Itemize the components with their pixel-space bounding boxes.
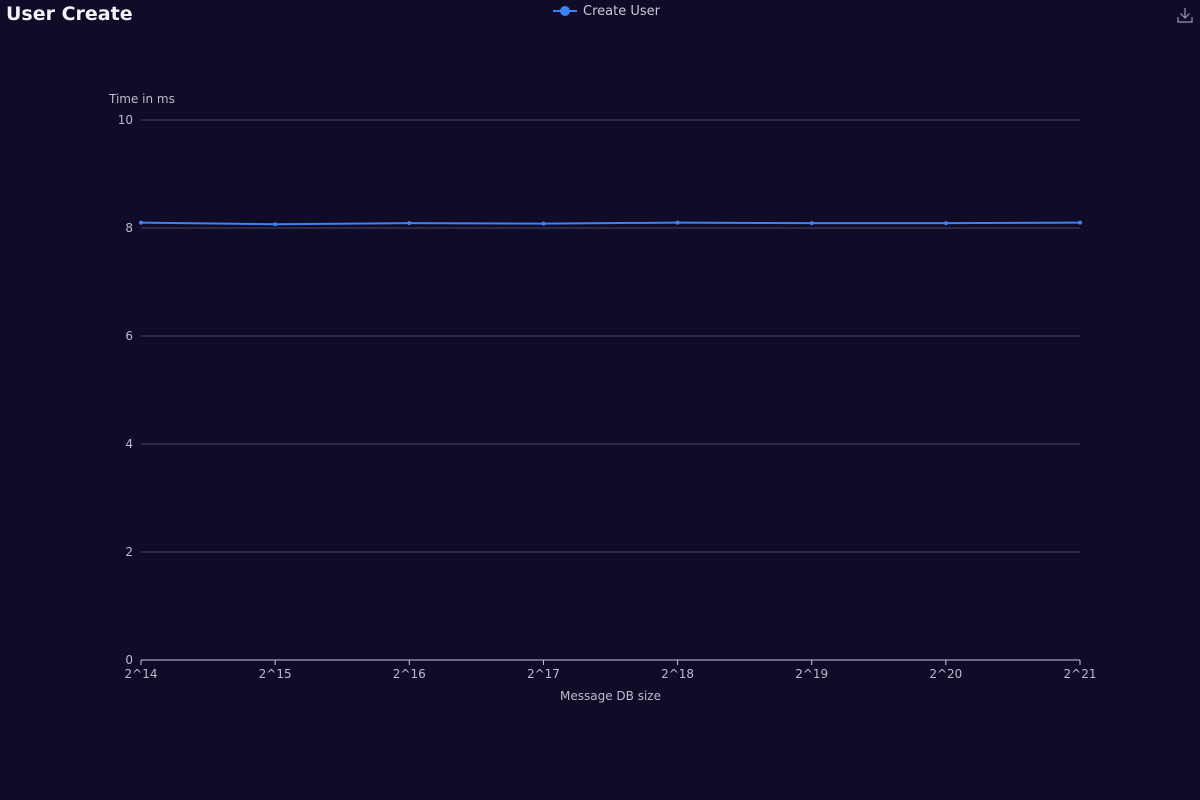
x-tick-label: 2^16 xyxy=(393,667,426,681)
download-button[interactable] xyxy=(1176,6,1194,24)
data-point[interactable] xyxy=(675,220,680,225)
y-tick-label: 8 xyxy=(125,221,133,235)
grid-lines xyxy=(141,119,1080,553)
series-layer xyxy=(139,220,1082,227)
download-icon xyxy=(1177,8,1193,23)
series-line xyxy=(140,221,1081,226)
chart-title: User Create xyxy=(6,3,133,25)
y-axis-label: Time in ms xyxy=(108,92,175,106)
data-point[interactable] xyxy=(273,222,278,227)
x-tick-label: 2^21 xyxy=(1064,667,1097,681)
data-point[interactable] xyxy=(1078,220,1082,225)
x-tick-label: 2^19 xyxy=(795,667,828,681)
x-axis-ticks: 2^14 2^15 2^16 2^17 2^18 2^19 2^20 2^21 xyxy=(125,660,1097,681)
y-tick-label: 2 xyxy=(125,545,133,559)
y-tick-label: 4 xyxy=(125,437,133,451)
y-tick-label: 6 xyxy=(125,329,133,343)
legend-label: Create User xyxy=(583,3,660,19)
data-point[interactable] xyxy=(809,221,814,226)
x-tick-label: 2^20 xyxy=(929,667,962,681)
x-tick-label: 2^18 xyxy=(661,667,694,681)
x-tick-label: 2^14 xyxy=(125,667,158,681)
data-point[interactable] xyxy=(541,221,546,226)
y-tick-label: 10 xyxy=(118,113,133,127)
data-point[interactable] xyxy=(943,221,948,226)
data-point[interactable] xyxy=(139,220,143,225)
data-point[interactable] xyxy=(407,221,412,226)
legend-marker-icon xyxy=(553,6,577,16)
y-axis-ticks: 0 2 4 6 8 10 xyxy=(118,113,133,667)
legend-item-create-user[interactable]: Create User xyxy=(553,2,660,20)
x-tick-label: 2^15 xyxy=(259,667,292,681)
x-tick-label: 2^17 xyxy=(527,667,560,681)
x-axis-label: Message DB size xyxy=(560,689,661,703)
y-tick-label: 0 xyxy=(125,653,133,667)
